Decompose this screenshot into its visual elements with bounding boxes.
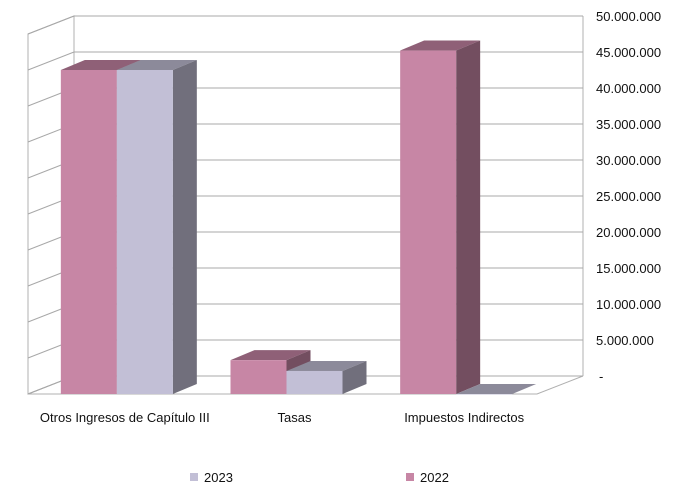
y-tick-label: 15.000.000	[596, 261, 661, 276]
legend-item-2022: 2022	[406, 470, 449, 485]
legend-item-2023: 2023	[190, 470, 233, 485]
y-tick-label: -	[599, 369, 603, 384]
legend-label: 2023	[204, 470, 233, 485]
y-tick-label: 5.000.000	[596, 333, 654, 348]
bar-2023-1	[286, 360, 367, 394]
bar-front	[286, 370, 343, 394]
bar-side	[172, 60, 197, 394]
bar-top	[456, 384, 537, 394]
bar-front	[456, 394, 513, 395]
y-axis-tick-labels: - 5.000.000 10.000.000 15.000.000 20.000.000…	[596, 9, 661, 384]
bar-2022-2	[400, 40, 481, 395]
legend-label: 2022	[420, 470, 449, 485]
bar-top	[400, 40, 481, 51]
bar-front	[400, 50, 457, 395]
y-tick-label: 35.000.000	[596, 117, 661, 132]
bar-top	[286, 360, 367, 371]
category-label: Impuestos Indirectos	[404, 410, 524, 425]
bar-front	[60, 70, 117, 394]
y-tick-label: 50.000.000	[596, 9, 661, 24]
bar-front	[230, 360, 287, 394]
y-tick-label: 30.000.000	[596, 153, 661, 168]
y-tick-label: 40.000.000	[596, 81, 661, 96]
legend: 2023 2022	[190, 470, 449, 485]
legend-swatch	[406, 473, 414, 481]
bar-2023-0	[116, 60, 197, 394]
category-labels: Otros Ingresos de Capítulo III Tasas Impue…	[40, 410, 525, 425]
bar-front	[116, 70, 173, 394]
legend-swatch	[190, 473, 198, 481]
bar-side	[456, 40, 481, 395]
y-tick-label: 10.000.000	[596, 297, 661, 312]
gridline-side	[27, 15, 75, 35]
gridline-side	[27, 51, 75, 71]
bar-top	[230, 350, 311, 361]
y-tick-label: 20.000.000	[596, 225, 661, 240]
bar-2023-2	[456, 384, 537, 395]
bar-top	[116, 60, 197, 70]
y-tick-label: 45.000.000	[596, 45, 661, 60]
y-tick-label: 25.000.000	[596, 189, 661, 204]
bars	[60, 40, 537, 395]
category-label: Tasas	[278, 410, 312, 425]
bar-side	[342, 360, 367, 394]
bar-top	[60, 60, 141, 70]
category-label: Otros Ingresos de Capítulo III	[40, 410, 210, 425]
